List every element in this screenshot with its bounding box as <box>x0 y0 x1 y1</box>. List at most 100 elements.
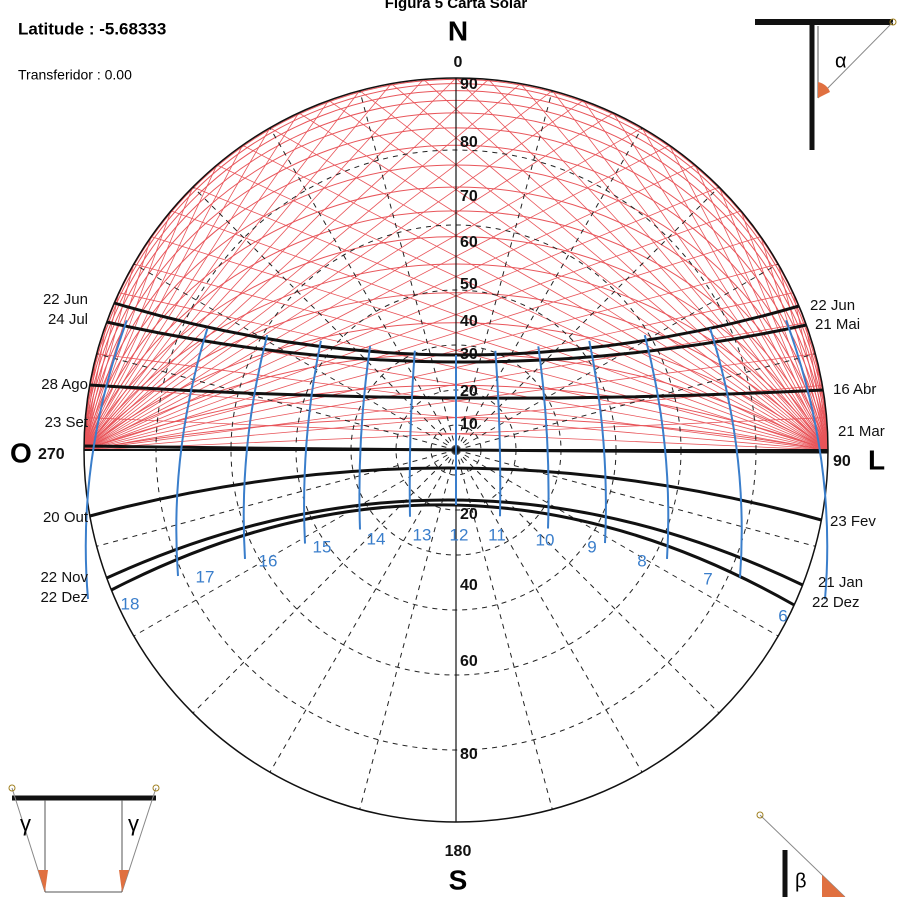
transferidor-label: 30 <box>460 346 478 363</box>
red-ray <box>298 112 828 450</box>
alpha: α <box>835 50 847 72</box>
red-ray <box>84 236 761 450</box>
hour-label: 11 <box>488 525 506 544</box>
hour-line <box>785 319 829 600</box>
hour-line <box>408 350 416 517</box>
hour-line <box>494 350 502 517</box>
hour-label: 12 <box>450 525 469 544</box>
altitude-label: 40 <box>460 577 478 594</box>
red-ray <box>89 385 828 450</box>
west-angle: 270 <box>38 446 65 463</box>
red-ray <box>84 186 720 450</box>
azimuth-ray <box>455 263 779 451</box>
east-angle: 90 <box>833 453 851 470</box>
azimuth-ray <box>359 90 457 451</box>
red-ray <box>551 90 828 450</box>
hour-label: 14 <box>367 529 386 548</box>
transferidor-label: 90 <box>460 76 478 93</box>
hour-line <box>303 340 322 544</box>
azimuth-ray <box>192 449 457 714</box>
azimuth-ray <box>133 449 457 637</box>
red-ray <box>423 79 828 450</box>
red-ray <box>694 164 828 450</box>
red-ray <box>269 127 828 450</box>
azimuth-ray <box>455 90 553 451</box>
azimuth-ray <box>455 353 816 451</box>
transferidor-label: 60 <box>460 234 478 251</box>
gamma-icon: γ γ <box>8 784 160 893</box>
altitude-label: 20 <box>460 506 478 523</box>
red-ray <box>84 292 794 450</box>
red-ray <box>520 83 828 450</box>
azimuth-ray <box>133 263 457 451</box>
date-left: 22 Nov <box>40 569 88 586</box>
date-left: 22 Dez <box>40 589 88 606</box>
red-ray <box>718 186 828 450</box>
hour-label: 9 <box>587 537 596 556</box>
date-left: 28 Ago <box>41 376 88 393</box>
hour-line <box>537 346 550 529</box>
red-ray <box>612 112 828 450</box>
red-ray <box>814 353 828 450</box>
south: S <box>449 864 468 895</box>
hour-label: 16 <box>259 551 278 570</box>
red-ray <box>84 112 614 450</box>
red-ray <box>96 353 828 450</box>
red-ray <box>84 164 218 450</box>
latitude: Latitude : -5.68333 <box>18 19 166 38</box>
transferidor: Transferidor : 0.00 <box>18 67 132 83</box>
date-right: 22 Jun <box>810 297 855 314</box>
hour-line <box>242 334 269 559</box>
red-ray <box>391 83 828 450</box>
red-ray <box>84 100 584 450</box>
alpha-icon: α <box>755 18 897 150</box>
gamma-right: γ <box>128 811 139 836</box>
altitude-label: 60 <box>460 653 478 670</box>
red-ray <box>216 164 828 450</box>
red-ray <box>84 164 696 450</box>
red-ray <box>84 353 816 450</box>
hour-label: 8 <box>637 551 646 570</box>
date-left: 24 Jul <box>48 311 88 328</box>
north: N <box>448 15 468 46</box>
hour-line <box>588 340 607 544</box>
transferidor-label: 70 <box>460 188 478 205</box>
azimuth-ray <box>455 186 720 451</box>
red-ray <box>792 292 828 450</box>
beta-icon: β <box>756 811 846 897</box>
date-right: 22 Dez <box>812 594 860 611</box>
azimuth-ray <box>455 449 816 547</box>
date-right: 23 Fev <box>830 513 876 530</box>
azimuth-ray <box>455 127 643 451</box>
azimuth-ray <box>359 449 457 810</box>
red-ray <box>777 263 828 450</box>
azimuth-ray <box>455 449 553 810</box>
transferidor-label: 20 <box>460 383 478 400</box>
red-ray <box>170 210 828 450</box>
azimuth-ray <box>455 449 779 637</box>
red-ray <box>84 210 172 450</box>
red-ray <box>84 322 806 450</box>
red-ray <box>805 322 828 450</box>
date-right: 21 Mar <box>838 423 885 440</box>
day-curve <box>110 503 795 607</box>
azimuth-ray <box>269 449 457 773</box>
azimuth-ray <box>96 353 457 451</box>
red-ray <box>84 90 361 450</box>
hour-line <box>643 334 670 559</box>
azimuth-ray <box>96 449 457 547</box>
azimuth-ray <box>455 449 643 773</box>
red-ray <box>242 144 828 450</box>
red-ray <box>118 292 828 450</box>
beta: β <box>795 870 807 892</box>
red-ray <box>84 292 120 450</box>
red-ray <box>84 263 135 450</box>
red-ray <box>84 385 91 450</box>
gamma-left: γ <box>20 811 31 836</box>
red-ray <box>84 263 779 450</box>
red-ray <box>669 145 828 450</box>
hour-label: 10 <box>536 530 555 549</box>
altitude-label: 80 <box>460 746 478 763</box>
date-right: 21 Jan <box>818 574 863 591</box>
